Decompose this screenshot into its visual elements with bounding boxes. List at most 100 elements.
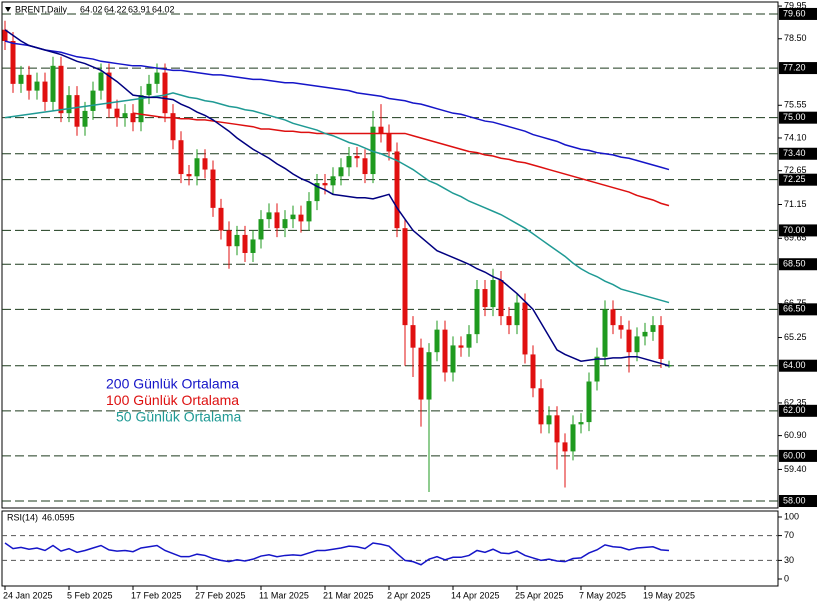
rsi-panel <box>1 510 779 587</box>
candle-body <box>266 212 272 220</box>
x-tick-label: 2 Apr 2025 <box>387 590 431 600</box>
legend-entry: 50 Günlük Ortalama <box>116 409 241 425</box>
level-label-box <box>779 111 817 124</box>
candle-body <box>50 65 56 102</box>
candle-body <box>306 201 312 222</box>
level-label: 73.40 <box>783 148 806 158</box>
y-tick-label: 78.50 <box>784 33 807 43</box>
last-open: 64.02 <box>80 4 103 14</box>
candle-body <box>170 113 176 141</box>
level-label-box <box>779 258 817 271</box>
ma-line <box>4 40 670 171</box>
candle-body <box>626 329 632 353</box>
level-label-box <box>779 359 817 372</box>
candle-body <box>474 289 480 335</box>
y-tick-label: 0 <box>784 573 789 583</box>
candle-body <box>418 347 424 400</box>
level-label: 72.25 <box>783 174 806 184</box>
candle-body <box>202 158 208 170</box>
candle-body <box>538 388 544 425</box>
candle-body <box>122 113 128 118</box>
candle-body <box>450 345 456 373</box>
candle-body <box>274 212 280 229</box>
candle-body <box>514 302 520 326</box>
y-tick-label: 65.25 <box>784 332 807 342</box>
level-label: 68.50 <box>783 259 806 269</box>
candle-body <box>178 140 184 175</box>
candle-body <box>242 234 248 253</box>
level-label-box <box>779 173 817 186</box>
candle-body <box>282 219 288 229</box>
candle-body <box>498 280 504 317</box>
level-label: 60.00 <box>783 450 806 460</box>
candle-body <box>362 158 368 175</box>
y-tick-label: 60.90 <box>784 430 807 440</box>
candle-body <box>154 72 160 84</box>
x-tick-label: 24 Jan 2025 <box>3 590 53 600</box>
rsi-last: 46.0595 <box>42 512 75 522</box>
candle-body <box>114 108 120 118</box>
candle-body <box>234 234 240 247</box>
candle-body <box>482 289 488 308</box>
candle-body <box>634 336 640 353</box>
x-tick-label: 21 Mar 2025 <box>323 590 374 600</box>
rsi-title: RSI(14) <box>7 512 38 522</box>
candle-body <box>570 424 576 452</box>
y-tick-label: 72.65 <box>784 165 807 175</box>
y-tick-label: 69.65 <box>784 233 807 243</box>
ma-line <box>4 29 670 367</box>
level-label: 64.00 <box>783 360 806 370</box>
candle-body <box>26 74 32 91</box>
menu-arrow[interactable] <box>5 7 11 12</box>
level-label: 62.00 <box>783 405 806 415</box>
candle-body <box>370 126 376 175</box>
candle-body <box>10 41 16 84</box>
candle-body <box>66 95 72 114</box>
candle-body <box>82 110 88 127</box>
candle-body <box>610 309 616 326</box>
candle-body <box>258 219 264 240</box>
candle-body <box>194 158 200 177</box>
ma-line <box>4 542 670 566</box>
y-tick-label: 66.75 <box>784 298 807 308</box>
legend-entry: 200 Günlük Ortalama <box>106 376 239 392</box>
candle-body <box>34 81 40 91</box>
candle-body <box>322 183 328 186</box>
candle-body <box>530 354 536 389</box>
price-panel <box>1 1 779 509</box>
candle-body <box>314 183 320 202</box>
candle-body <box>658 325 664 359</box>
y-tick-label: 71.15 <box>784 199 807 209</box>
candle-body <box>338 167 344 177</box>
candle-body <box>426 352 432 400</box>
level-label-box <box>779 404 817 417</box>
candle-body <box>602 309 608 357</box>
y-tick-label: 79.95 <box>784 0 807 10</box>
candle-body <box>106 72 112 109</box>
candle-body <box>378 126 384 134</box>
last-low: 63.91 <box>128 4 151 14</box>
candle-body <box>458 345 464 348</box>
level-label: 75.00 <box>783 112 806 122</box>
candle-body <box>434 329 440 353</box>
candle-body <box>162 72 168 114</box>
level-label-box <box>779 224 817 237</box>
candle-body <box>226 230 232 247</box>
level-label-box <box>779 7 817 20</box>
candle-body <box>394 151 400 229</box>
level-label: 79.60 <box>783 8 806 18</box>
level-label-box <box>779 303 817 316</box>
candle-body <box>522 302 528 355</box>
ma-line <box>132 112 670 207</box>
candle-body <box>186 174 192 177</box>
candle-body <box>410 325 416 348</box>
y-tick-label: 30 <box>784 555 794 565</box>
candle-body <box>386 133 392 152</box>
y-tick-label: 59.40 <box>784 464 807 474</box>
candle-body <box>290 214 296 220</box>
candle-body <box>642 331 648 337</box>
candle-body <box>466 334 472 348</box>
candle-body <box>442 329 448 373</box>
candle-body <box>58 65 64 114</box>
